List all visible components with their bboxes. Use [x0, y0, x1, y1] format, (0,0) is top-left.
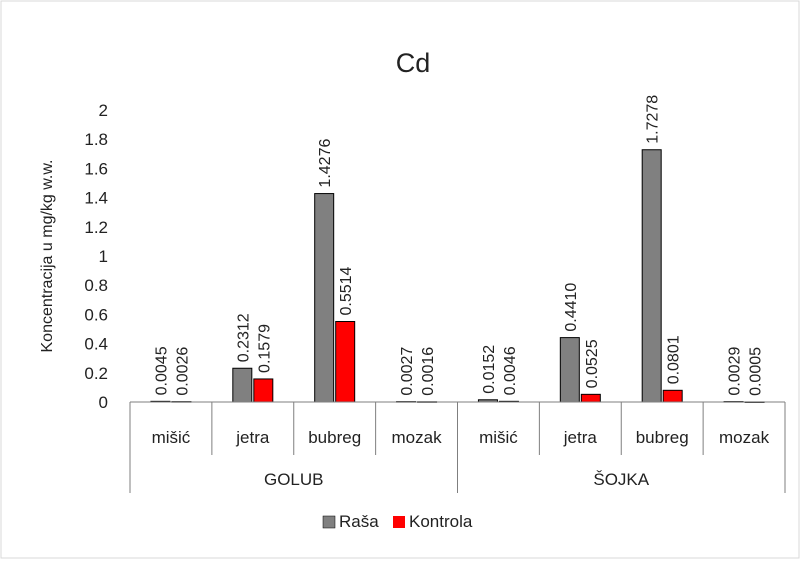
bar-value-label: 0.0016: [420, 347, 437, 396]
y-tick-label: 1.4: [84, 189, 108, 208]
y-tick-label: 2: [99, 101, 108, 120]
y-tick-label: 1.8: [84, 130, 108, 149]
bar-value-label: 1.7278: [645, 95, 662, 144]
y-tick-label: 0.2: [84, 364, 108, 383]
bar: [233, 368, 252, 402]
y-tick-label: 0.4: [84, 335, 108, 354]
bar-value-label: 0.1579: [256, 324, 273, 373]
bar-value-label: 0.0152: [481, 345, 498, 394]
y-axis-label: Koncentracija u mg/kg w.w.: [39, 160, 56, 353]
bar: [336, 321, 355, 402]
bar-value-label: 0.0005: [748, 347, 765, 396]
bar: [254, 379, 273, 402]
x-category-label: bubreg: [636, 428, 689, 447]
bar-value-label: 0.0525: [584, 339, 601, 388]
x-category-label: jetra: [563, 428, 598, 447]
y-tick-label: 0.8: [84, 276, 108, 295]
x-category-label: jetra: [235, 428, 270, 447]
bar-value-label: 0.4410: [563, 283, 580, 332]
bar: [642, 150, 661, 402]
x-category-label: bubreg: [308, 428, 361, 447]
bar-value-label: 0.0045: [153, 346, 170, 395]
x-group-label: ŠOJKA: [593, 470, 649, 489]
bar-value-label: 0.5514: [338, 266, 355, 315]
chart-title: Cd: [396, 48, 431, 78]
y-tick-label: 0: [99, 393, 108, 412]
bar: [315, 194, 334, 402]
bar-value-label: 1.4276: [317, 139, 334, 188]
bar-value-label: 0.0046: [502, 346, 519, 395]
legend-swatch: [323, 516, 335, 528]
y-tick-label: 1.2: [84, 218, 108, 237]
bar-value-label: 0.2312: [235, 313, 252, 362]
x-category-label: mišić: [479, 428, 518, 447]
bar-value-label: 0.0027: [399, 347, 416, 396]
x-group-label: GOLUB: [264, 470, 324, 489]
x-category-label: mozak: [392, 428, 443, 447]
bar-value-label: 0.0801: [666, 335, 683, 384]
bar-value-label: 0.0026: [174, 347, 191, 396]
legend-swatch: [393, 516, 405, 528]
legend-label: Kontrola: [409, 512, 473, 531]
legend-label: Raša: [339, 512, 379, 531]
y-tick-label: 0.6: [84, 305, 108, 324]
bar-value-label: 0.0029: [727, 347, 744, 396]
y-tick-label: 1.6: [84, 159, 108, 178]
bar: [663, 390, 682, 402]
bar: [560, 338, 579, 402]
x-category-label: mozak: [719, 428, 770, 447]
y-tick-label: 1: [99, 247, 108, 266]
bar: [581, 394, 600, 402]
x-category-label: mišić: [152, 428, 191, 447]
